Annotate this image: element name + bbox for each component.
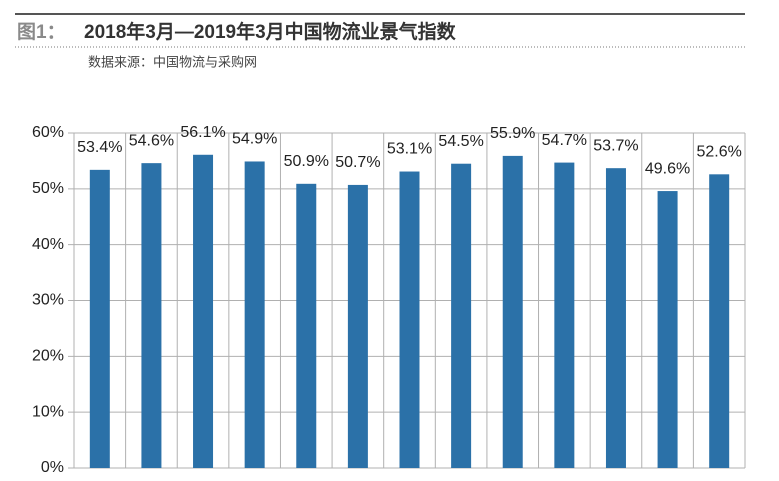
y-tick-label: 20% [32, 348, 64, 365]
bar [657, 191, 678, 469]
data-label: 49.6% [645, 160, 690, 177]
bar [554, 162, 575, 468]
figure-label: 图1： [17, 21, 66, 43]
bar [296, 183, 317, 468]
bar [347, 184, 368, 469]
y-tick-label: 30% [32, 292, 64, 309]
data-label: 55.9% [490, 125, 535, 142]
bar [605, 168, 626, 469]
y-tick-label: 50% [32, 180, 64, 197]
data-label: 54.7% [542, 132, 587, 149]
bar [451, 163, 472, 469]
y-tick-label: 40% [32, 236, 64, 253]
data-label: 56.1% [180, 124, 225, 141]
data-label: 53.7% [593, 137, 638, 154]
bar [244, 161, 265, 468]
bar [141, 163, 162, 468]
data-label: 53.4% [77, 139, 122, 156]
bar [399, 171, 420, 468]
data-label: 52.6% [697, 144, 742, 161]
y-tick-label: 0% [41, 459, 64, 476]
data-label: 54.9% [232, 131, 277, 148]
data-label: 54.5% [438, 133, 483, 150]
y-tick-label: 60% [32, 124, 64, 141]
source-note: 数据来源：中国物流与采购网 [88, 54, 257, 69]
data-label: 53.1% [387, 141, 432, 158]
data-label: 50.7% [335, 154, 380, 171]
bar [89, 169, 110, 468]
bar [709, 174, 730, 469]
data-label: 54.6% [129, 132, 174, 149]
y-tick-label: 10% [32, 403, 64, 420]
chart-title: 2018年3月—2019年3月中国物流业景气指数 [84, 20, 457, 43]
bar [193, 154, 214, 468]
bar [502, 155, 523, 468]
data-label: 50.9% [284, 153, 329, 170]
